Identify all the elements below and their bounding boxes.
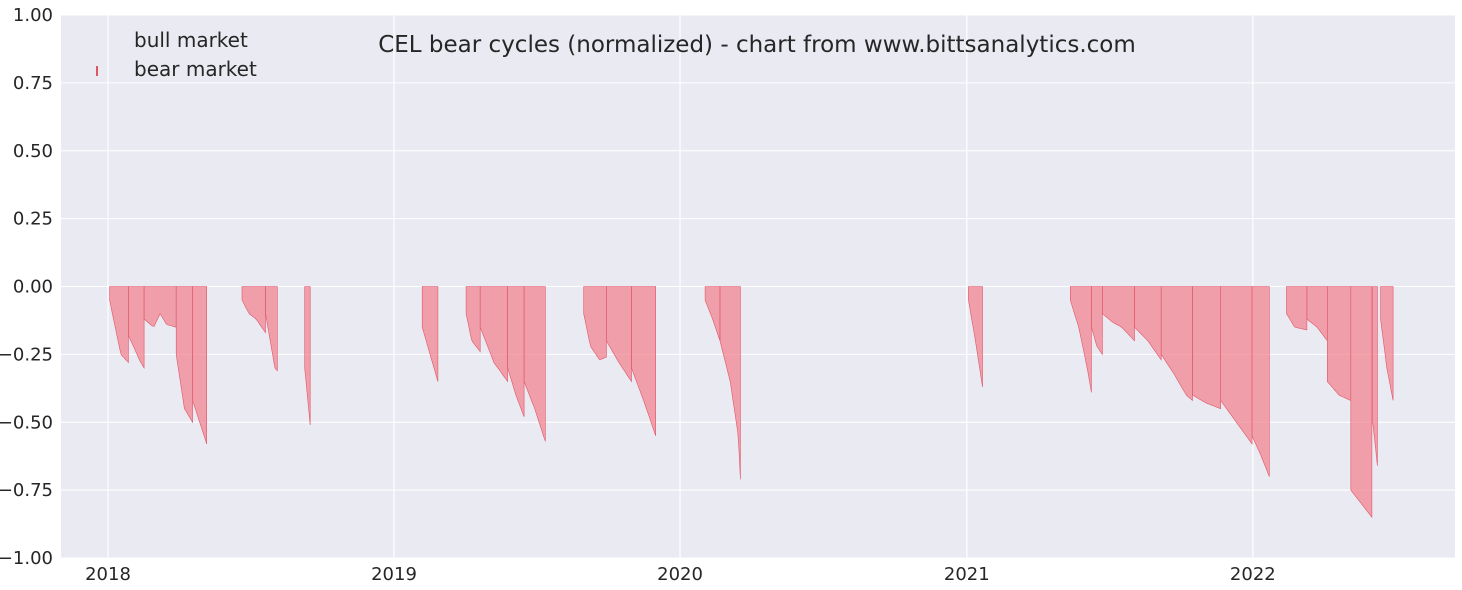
x-axis: 2018 2019 2020 2021 2022 [85, 564, 1276, 585]
legend-item-bear: bear market [96, 57, 257, 81]
x-tick-label: 2018 [85, 564, 131, 585]
bear-market-bar [1102, 286, 1135, 342]
bear-market-bar [1220, 286, 1253, 445]
legend-swatch-bull [95, 34, 98, 44]
bear-market-bar [719, 286, 741, 480]
bear-market-bar [1251, 286, 1270, 477]
bear-market-bar [1091, 286, 1103, 356]
bear-market-bar [1070, 286, 1092, 393]
bear-market-bar [1134, 286, 1162, 361]
legend-label-bull: bull market [134, 28, 248, 52]
bear-market-bar [1350, 286, 1373, 519]
legend-item-bull: bull market [95, 28, 248, 52]
y-tick-label: −0.75 [0, 480, 53, 501]
bear-market-bar [143, 286, 177, 328]
bear-market-bar [192, 286, 207, 445]
bear-market-bar [128, 286, 145, 369]
bear-market-bar [1306, 286, 1328, 342]
bear-market-bar [1160, 286, 1193, 402]
bear-market-bar [1192, 286, 1221, 410]
bear-market-bar [968, 286, 983, 388]
y-tick-label: 0.25 [13, 209, 53, 230]
y-tick-label: 0.50 [13, 141, 53, 162]
bear-market-bar [175, 286, 193, 424]
bear-market-bar [465, 286, 481, 353]
legend: bull market bear market [95, 28, 257, 81]
y-tick-label: 0.75 [13, 73, 53, 94]
x-tick-label: 2019 [371, 564, 417, 585]
bear-market-bar [1372, 286, 1378, 466]
bear-market-bar [1327, 286, 1352, 401]
bear-market-bar [421, 286, 439, 382]
bear-market-bar [507, 286, 525, 417]
legend-swatch-bear [96, 66, 98, 76]
bear-market-bar [304, 286, 311, 426]
bear-market-bar [1380, 286, 1394, 401]
y-tick-label: 0.00 [13, 277, 53, 298]
bear-market-bar [241, 286, 266, 334]
grid-layer [61, 14, 1455, 559]
bear-market-bar [631, 286, 656, 436]
y-tick-label: −0.25 [0, 344, 53, 365]
x-tick-label: 2020 [657, 564, 703, 585]
x-tick-label: 2022 [1230, 564, 1276, 585]
chart-title: CEL bear cycles (normalized) - chart fro… [378, 32, 1136, 58]
bear-market-bar [1286, 286, 1308, 331]
y-tick-label: −1.00 [0, 548, 53, 569]
legend-label-bear: bear market [134, 57, 257, 81]
bear-market-bar [109, 286, 129, 364]
bear-market-bar [479, 286, 508, 383]
y-tick-label: −0.50 [0, 412, 53, 433]
x-tick-label: 2021 [944, 564, 990, 585]
bear-market-bar [704, 286, 721, 341]
y-axis: 1.00 0.75 0.50 0.25 0.00 −0.25 −0.50 −0.75 −1.00 [0, 5, 53, 569]
bear-market-bar [583, 286, 607, 360]
y-tick-label: 1.00 [13, 5, 53, 26]
bear-bars-layer [109, 286, 1394, 519]
bear-market-bar [265, 286, 278, 372]
bear-market-bar [523, 286, 546, 442]
bear-market-bar [606, 286, 632, 383]
